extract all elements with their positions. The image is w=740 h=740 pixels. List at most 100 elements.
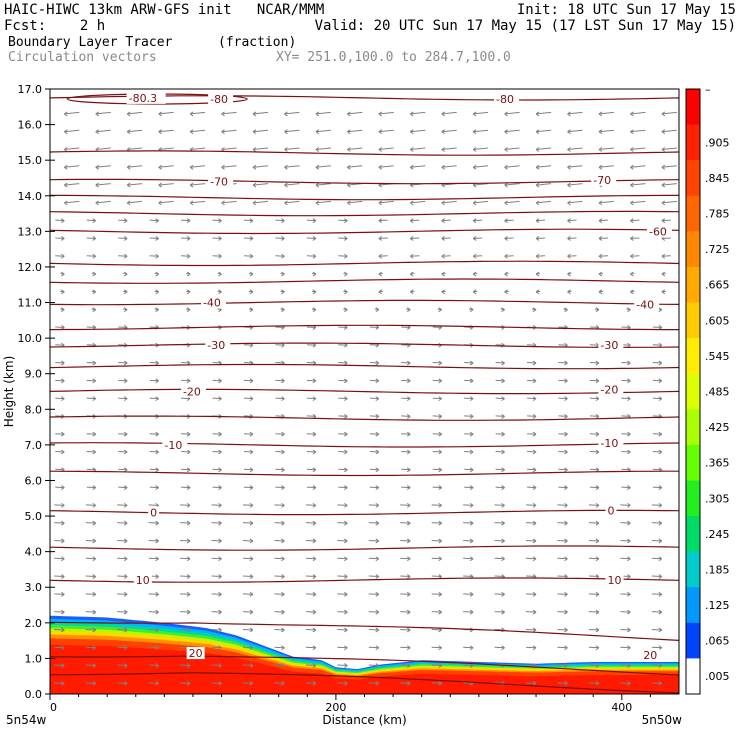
wind-vector	[305, 628, 316, 631]
wind-vector	[661, 165, 677, 168]
wind-vector	[441, 219, 451, 222]
wind-vector-head	[221, 111, 225, 117]
wind-vector	[242, 522, 254, 524]
colorbar-label: .245	[705, 528, 730, 541]
wind-vector	[275, 237, 285, 239]
wind-vector-head	[281, 396, 285, 402]
wind-vector-head	[252, 164, 257, 170]
wind-vector-head	[186, 253, 191, 259]
contour-line	[49, 228, 680, 235]
wind-vector-head	[438, 378, 442, 384]
wind-vector-head	[564, 396, 568, 402]
wind-vector-head	[95, 111, 100, 117]
wind-vector-head	[344, 307, 348, 313]
wind-vector-head	[375, 609, 380, 615]
wind-vector	[64, 165, 80, 168]
wind-vector	[441, 165, 457, 168]
contour-label: -10	[164, 439, 182, 452]
wind-vector	[211, 575, 222, 578]
wind-vector-head	[564, 538, 568, 544]
wind-vector-head	[627, 307, 631, 313]
colorbar-swatch	[686, 409, 700, 446]
wind-vector-head	[567, 253, 571, 259]
wind-vector	[274, 522, 285, 524]
wind-vector-head	[504, 271, 508, 277]
wind-vector	[368, 593, 379, 595]
wind-vector	[495, 451, 505, 453]
wind-vector-head	[375, 591, 380, 597]
wind-vector	[621, 468, 631, 471]
wind-vector	[274, 575, 285, 578]
colorbar-swatch	[686, 124, 700, 161]
wind-vector	[243, 451, 254, 453]
wind-vector-head	[155, 289, 159, 295]
wind-vector-head	[281, 663, 285, 668]
wind-vector-head	[189, 129, 194, 135]
wind-vector	[284, 183, 300, 186]
wind-vector	[621, 326, 631, 328]
wind-vector-head	[186, 680, 191, 686]
wind-vector-head	[469, 538, 474, 544]
contour-label: -30	[207, 339, 225, 352]
wind-vector-head	[123, 307, 128, 313]
wind-vector-head	[501, 485, 505, 491]
wind-vector	[589, 486, 599, 489]
wind-vector	[86, 255, 96, 257]
wind-vector-head	[281, 449, 285, 455]
wind-vector	[567, 183, 583, 186]
wind-vector	[306, 379, 316, 382]
wind-vector	[432, 468, 442, 471]
contour-label: -70	[593, 174, 611, 187]
wind-vector	[211, 593, 222, 595]
wind-vector	[630, 200, 646, 204]
wind-vector	[338, 362, 348, 364]
wind-vector	[85, 557, 96, 560]
wind-vector-head	[312, 253, 317, 259]
wind-vector-head	[281, 467, 285, 473]
wind-vector	[55, 397, 65, 400]
wind-vector	[117, 646, 128, 649]
wind-vector	[401, 379, 411, 382]
wind-vector	[400, 628, 411, 631]
wind-vector-head	[252, 129, 257, 135]
wind-vector-head	[95, 129, 100, 135]
wind-vector-head	[123, 485, 128, 491]
wind-vector	[652, 379, 662, 382]
wind-vector	[212, 219, 222, 222]
wind-vector	[527, 344, 537, 346]
wind-vector	[86, 486, 96, 489]
wind-vector-head	[375, 431, 380, 437]
wind-vector	[211, 522, 222, 524]
colorbar-swatch	[686, 444, 700, 481]
wind-vector	[463, 646, 474, 649]
wind-vector	[400, 522, 411, 524]
wind-vector-head	[344, 520, 348, 526]
contour-label: -20	[183, 386, 201, 399]
wind-vector-head	[375, 307, 380, 313]
contour-label-bg	[605, 574, 624, 587]
wind-vector	[400, 664, 411, 667]
wind-vector	[432, 451, 442, 453]
wind-vector	[181, 379, 191, 382]
wind-vector-head	[469, 307, 474, 313]
wind-vector	[598, 255, 608, 257]
wind-vector	[661, 200, 677, 204]
wind-vector-head	[92, 236, 97, 241]
wind-vector-head	[126, 200, 131, 206]
wind-vector-head	[92, 378, 97, 384]
wind-vector-head	[375, 663, 380, 668]
wind-vector-head	[123, 520, 128, 526]
wind-vector-head	[92, 627, 97, 633]
wind-vector-head	[504, 218, 508, 224]
colorbar-label: .725	[705, 243, 730, 256]
wind-vector	[473, 111, 489, 115]
contour-label-bg	[598, 383, 624, 396]
wind-vector-head	[186, 467, 191, 473]
colorbar-swatch	[686, 302, 700, 339]
wind-vector-head	[627, 663, 631, 668]
wind-vector-head	[469, 485, 474, 491]
wind-vector-head	[532, 591, 537, 597]
contour-line	[50, 194, 679, 201]
wind-vector	[495, 433, 505, 435]
wind-vector	[464, 397, 474, 400]
